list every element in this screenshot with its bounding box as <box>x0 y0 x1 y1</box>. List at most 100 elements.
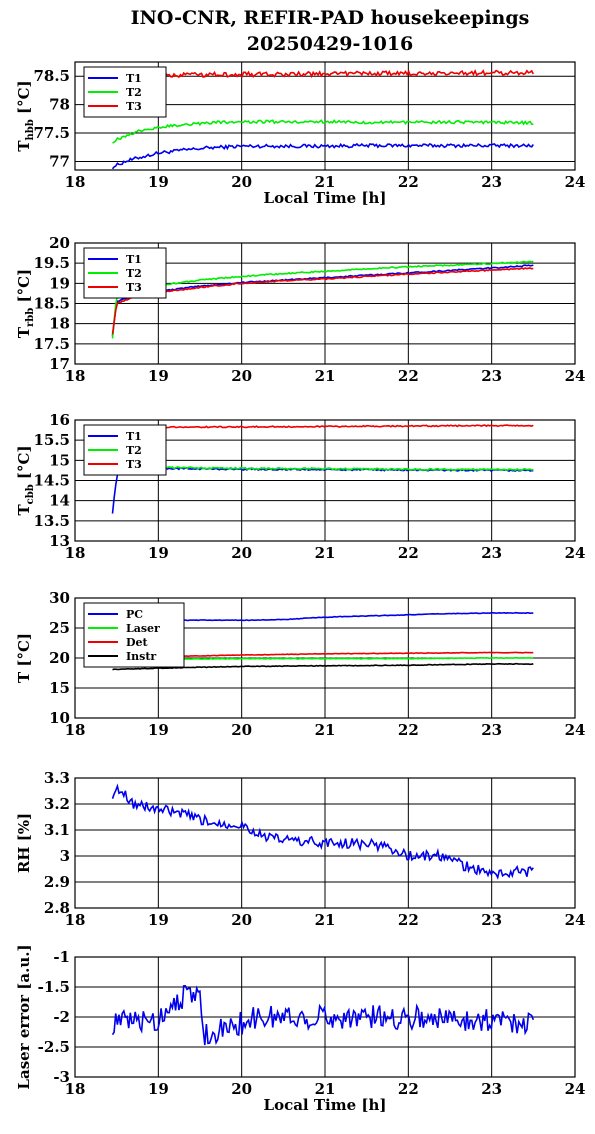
y-tick-label: 3 <box>60 847 70 865</box>
x-tick-label: 20 <box>231 721 252 739</box>
y-tick-label: 78.5 <box>33 67 70 85</box>
x-tick-label: 18 <box>65 721 86 739</box>
x-tick-label: 20 <box>231 367 252 385</box>
y-tick-label: -1.5 <box>38 978 70 996</box>
x-tick-label: 21 <box>315 544 336 562</box>
y-axis-label: Trbb [°C] <box>15 269 36 338</box>
x-tick-label: 24 <box>565 911 586 929</box>
plot-frame <box>74 61 576 171</box>
legend-label: T1 <box>126 430 142 443</box>
y-tick-label: 18.5 <box>33 295 70 313</box>
y-tick-label: 25 <box>49 619 70 637</box>
x-tick-label: 21 <box>315 173 336 191</box>
legend-label: T2 <box>126 444 142 457</box>
x-tick-label: 24 <box>565 173 586 191</box>
x-tick-label: 21 <box>315 721 336 739</box>
panel-5: 2.8 2.9 3 3.1 3.2 3.3 18 19 20 21 22 23 24 RH [%] <box>15 769 585 929</box>
series-line-main <box>111 783 534 880</box>
series-line-instr <box>112 662 534 671</box>
plot-frame <box>74 956 576 1078</box>
legend-label: T3 <box>126 100 142 113</box>
x-tick-label: 23 <box>481 173 502 191</box>
y-tick-label: 3.3 <box>44 769 70 787</box>
x-tick-label: 20 <box>231 173 252 191</box>
y-tick-label: 16 <box>49 411 70 429</box>
x-axis-label: Local Time [h] <box>264 1096 387 1114</box>
x-tick-label: 23 <box>481 721 502 739</box>
panels-container: 77 77.5 78 78.5 18 19 20 21 22 23 24 Local Time [h]… <box>15 61 586 1114</box>
legend-label: Laser <box>126 622 160 635</box>
x-tick-label: 22 <box>398 173 419 191</box>
x-tick-label: 23 <box>481 367 502 385</box>
legend-label: T1 <box>126 253 142 266</box>
x-tick-label: 24 <box>565 1080 586 1098</box>
y-axis-label: Thbb [°C] <box>15 80 36 151</box>
x-tick-label: 23 <box>481 544 502 562</box>
y-tick-label: -2.5 <box>38 1038 70 1056</box>
x-tick-label: 18 <box>65 544 86 562</box>
x-tick-label: 19 <box>148 173 169 191</box>
series-line-t3 <box>112 424 534 429</box>
x-tick-label: 21 <box>315 1080 336 1098</box>
series-line-t1 <box>111 142 534 170</box>
x-tick-label: 21 <box>315 367 336 385</box>
x-tick-label: 22 <box>398 367 419 385</box>
x-tick-label: 20 <box>231 911 252 929</box>
series-line-t3 <box>111 267 534 335</box>
y-tick-label: 19 <box>49 274 70 292</box>
x-tick-label: 19 <box>148 367 169 385</box>
plot-frame <box>74 777 576 909</box>
y-tick-label: 77 <box>49 152 70 170</box>
plot-frame <box>74 242 576 365</box>
y-tick-label: 13.5 <box>33 512 70 530</box>
y-tick-label: 19.5 <box>33 254 70 272</box>
y-tick-label: 15 <box>49 451 70 469</box>
x-tick-label: 18 <box>65 1080 86 1098</box>
x-tick-label: 19 <box>148 911 169 929</box>
x-tick-label: 20 <box>231 1080 252 1098</box>
plot-frame <box>74 419 576 542</box>
y-tick-label: 17.5 <box>33 335 70 353</box>
panel-3: 13 13.5 14 14.5 15 15.5 16 18 19 20 21 22 23 24 Tcbb [… <box>15 411 585 562</box>
legend-label: Det <box>126 636 149 649</box>
x-tick-label: 24 <box>565 721 586 739</box>
y-tick-label: 15.5 <box>33 431 70 449</box>
y-tick-label: 18 <box>49 315 70 333</box>
y-tick-label: 78 <box>49 96 70 114</box>
x-tick-label: 22 <box>398 1080 419 1098</box>
y-tick-label: -2 <box>53 1008 70 1026</box>
x-tick-label: 24 <box>565 544 586 562</box>
legend-label: T2 <box>126 86 142 99</box>
y-tick-label: 3.1 <box>44 821 70 839</box>
x-tick-label: 18 <box>65 367 86 385</box>
panel-1: 77 77.5 78 78.5 18 19 20 21 22 23 24 Local Time [h]… <box>15 61 586 207</box>
x-tick-label: 19 <box>148 721 169 739</box>
y-tick-label: 15 <box>49 679 70 697</box>
series-line-t1 <box>111 264 534 337</box>
series-line-t2 <box>112 119 534 144</box>
x-tick-label: 18 <box>65 911 86 929</box>
legend-label: T2 <box>126 267 142 280</box>
series-line-main <box>111 984 535 1046</box>
series-line-t2 <box>111 260 534 339</box>
series-line-t1 <box>111 466 534 514</box>
y-tick-label: 14 <box>49 492 70 510</box>
legend-label: T1 <box>126 72 142 85</box>
x-tick-label: 19 <box>148 1080 169 1098</box>
y-axis-label: T [°C] <box>15 633 33 683</box>
y-tick-label: 3.2 <box>44 795 70 813</box>
y-tick-label: 20 <box>49 234 70 252</box>
series-line-t3 <box>111 69 535 79</box>
x-tick-label: 19 <box>148 544 169 562</box>
legend-label: Instr <box>126 650 156 663</box>
y-tick-label: 13 <box>49 532 70 550</box>
y-tick-label: -3 <box>53 1068 70 1086</box>
legend-label: PC <box>126 608 143 621</box>
panel-2: 17 17.5 18 18.5 19 19.5 20 18 19 20 21 22 23 24 Trbb [… <box>15 234 585 385</box>
x-tick-label: 18 <box>65 173 86 191</box>
x-tick-label: 22 <box>398 911 419 929</box>
x-axis-label: Local Time [h] <box>264 189 387 207</box>
